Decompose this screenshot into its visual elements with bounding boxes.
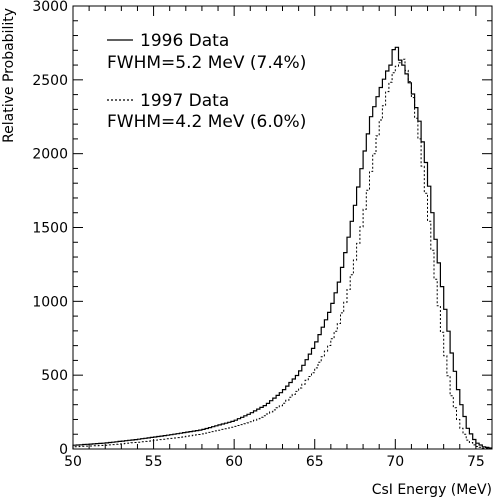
legend-label-1996: 1996 Data — [140, 31, 229, 51]
y-tick-label: 2000 — [32, 147, 68, 163]
y-axis-label: Relative Probability — [1, 8, 17, 143]
y-tick-label: 3000 — [32, 0, 68, 15]
x-axis-ticks: 50 55 60 65 70 75 — [64, 6, 493, 470]
series-1996-histogram — [72, 46, 492, 449]
x-tick-label: 50 — [64, 454, 82, 470]
y-tick-label: 0 — [59, 442, 68, 458]
x-tick-label: 65 — [306, 454, 324, 470]
x-tick-label: 55 — [145, 454, 163, 470]
series-layer — [72, 46, 492, 450]
series-1997-histogram — [72, 58, 492, 450]
y-tick-label: 1000 — [32, 294, 68, 310]
y-tick-label: 500 — [41, 368, 68, 384]
legend-annotation-1996: FWHM=5.2 MeV (7.4%) — [107, 53, 306, 73]
x-tick-label: 70 — [386, 454, 404, 470]
y-tick-label: 1500 — [32, 221, 68, 237]
y-axis-ticks: 0 500 1000 1500 2000 2500 3000 — [32, 0, 492, 458]
x-axis-label: CsI Energy (MeV) — [372, 482, 492, 498]
legend: 1996 Data FWHM=5.2 MeV (7.4%) 1997 Data … — [107, 31, 306, 132]
legend-label-1997: 1997 Data — [140, 91, 229, 111]
y-tick-label: 2500 — [32, 73, 68, 89]
legend-annotation-1997: FWHM=4.2 MeV (6.0%) — [107, 112, 306, 132]
x-tick-label: 75 — [467, 454, 485, 470]
x-tick-label: 60 — [225, 454, 243, 470]
